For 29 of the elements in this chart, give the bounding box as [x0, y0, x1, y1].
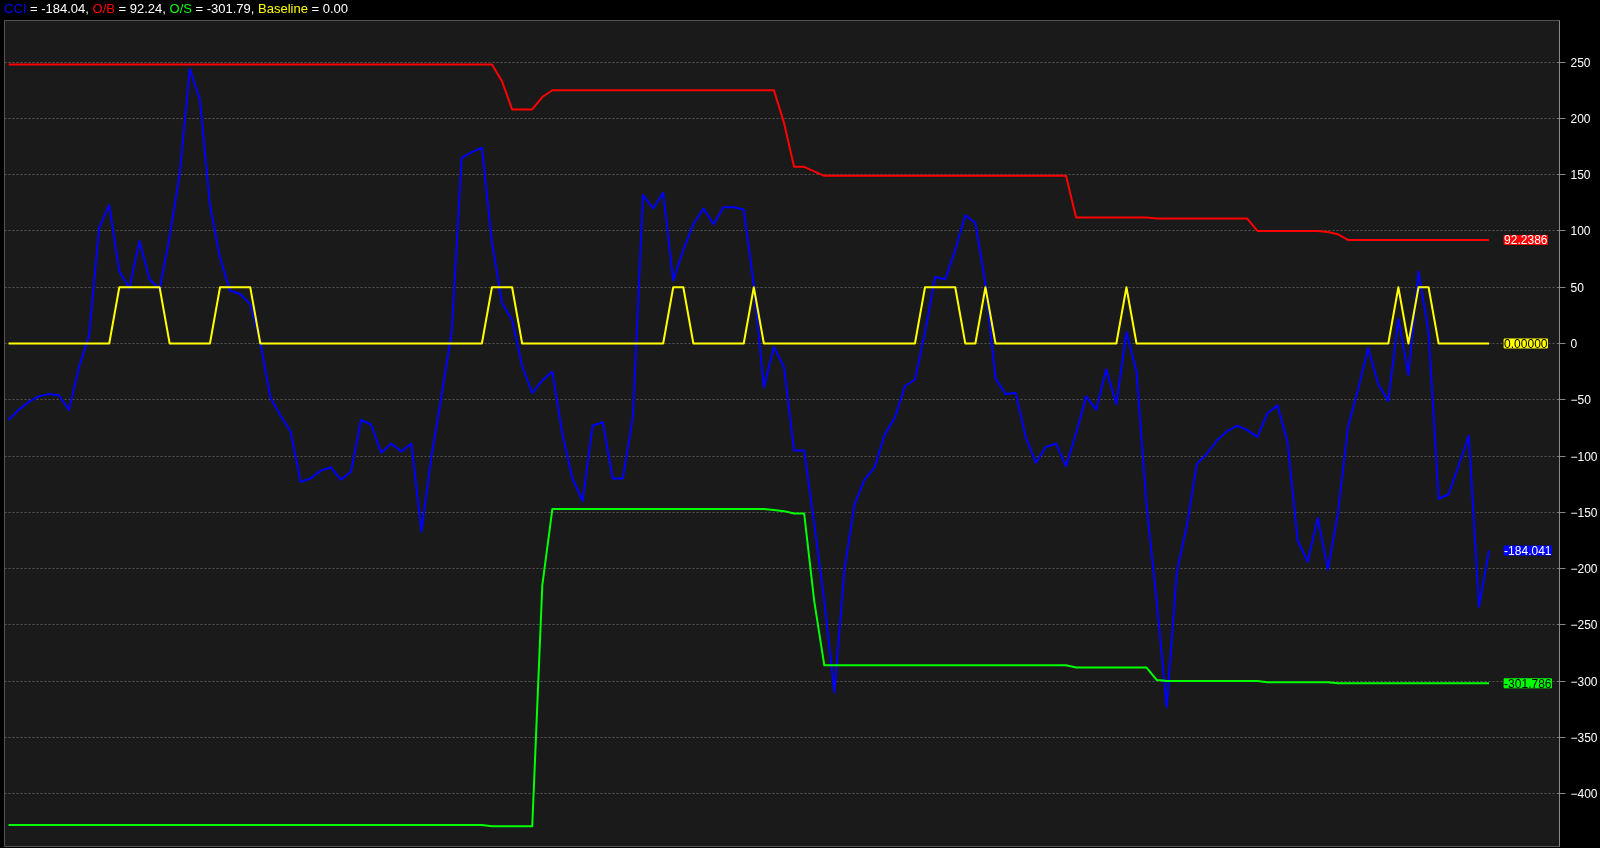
y-tick-label: −300: [1570, 674, 1598, 689]
text: 92.2386: [1504, 233, 1548, 248]
line-series: [7, 67, 1490, 708]
text: = -301.79,: [194, 1, 256, 16]
y-tick-label: −100: [1570, 449, 1598, 464]
y-tick-label: 150: [1570, 168, 1591, 183]
text: = -184.04,: [29, 1, 90, 16]
y-tick-label: 100: [1570, 224, 1591, 239]
line-series: [7, 507, 1490, 828]
y-tick-label: −250: [1570, 618, 1598, 633]
text: -301.786: [1504, 676, 1552, 691]
text: Baseline: [258, 1, 308, 16]
y-tick-label: −350: [1570, 730, 1598, 745]
y-tick-label: 250: [1570, 55, 1591, 70]
y-tick-label: −50: [1570, 393, 1592, 408]
y-tick-label: 200: [1570, 111, 1591, 126]
text: 0.00000: [1504, 336, 1548, 351]
y-tick-label: 0: [1570, 336, 1578, 351]
text: CCI: [4, 1, 27, 16]
y-tick-label: −400: [1570, 787, 1598, 802]
text: = 92.24,: [117, 1, 167, 16]
text: O/B: [92, 1, 115, 16]
text: -184.041: [1504, 544, 1552, 559]
y-tick-label: 50: [1570, 280, 1585, 295]
text: O/S: [169, 1, 192, 16]
y-tick-label: −150: [1570, 505, 1598, 520]
y-tick-label: −200: [1570, 562, 1598, 577]
text: = 0.00: [310, 1, 349, 16]
line-series: [7, 63, 1490, 241]
